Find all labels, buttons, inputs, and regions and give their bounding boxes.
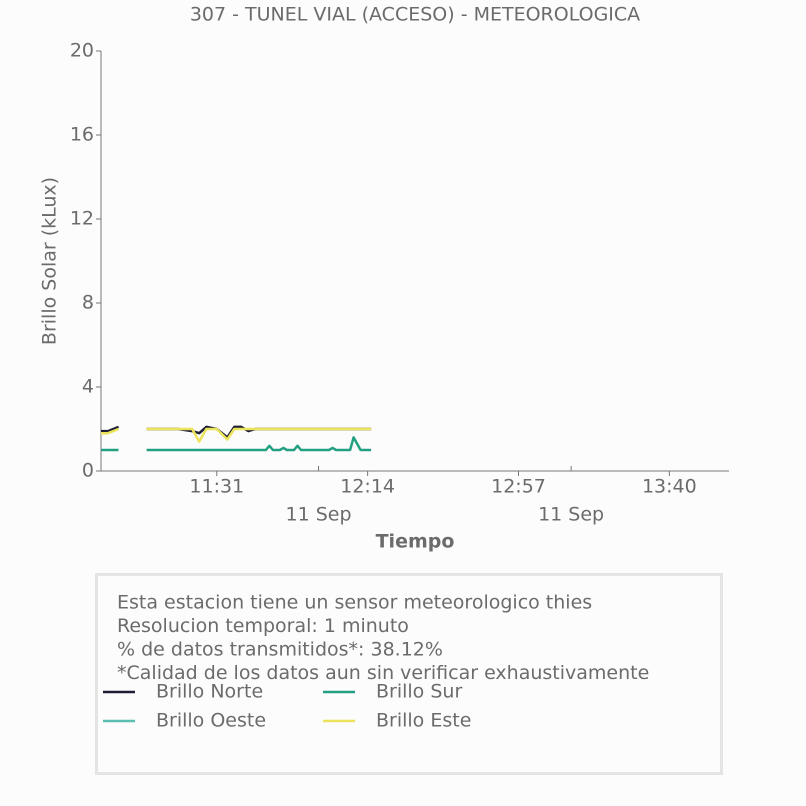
series-line (101, 427, 372, 443)
legend-label: Brillo Oeste (156, 710, 266, 732)
annotation-line: % de datos transmitidos*: 38.12% (117, 639, 443, 661)
y-tick-label: 0 (82, 460, 94, 482)
x-tick-label: 11:31 (189, 476, 244, 498)
chart-title: 307 - TUNEL VIAL (ACCESO) - METEOROLOGIC… (190, 4, 640, 26)
annotation-line: *Calidad de los datos aun sin verificar … (117, 662, 649, 684)
y-tick-label: 20 (70, 40, 94, 62)
legend-label: Brillo Sur (376, 681, 462, 703)
x-minor-tick-label: 11 Sep (538, 504, 604, 526)
y-tick-label: 16 (70, 124, 94, 146)
annotation-line: Resolucion temporal: 1 minuto (117, 615, 409, 637)
y-axis-label: Brillo Solar (kLux) (39, 177, 61, 345)
y-tick-label: 12 (70, 208, 94, 230)
x-minor-tick-label: 11 Sep (286, 504, 352, 526)
x-tick-label: 12:57 (491, 476, 546, 498)
x-tick-label: 13:40 (642, 476, 697, 498)
x-axis-label: Tiempo (376, 531, 455, 553)
annotation-line: Esta estacion tiene un sensor meteorolog… (117, 592, 592, 614)
x-tick-label: 12:14 (340, 476, 395, 498)
info-box (95, 573, 723, 775)
legend-label: Brillo Este (376, 710, 471, 732)
legend-label: Brillo Norte (156, 681, 263, 703)
y-tick-label: 4 (82, 376, 94, 398)
series-line (101, 436, 372, 452)
y-tick-label: 8 (82, 292, 94, 314)
